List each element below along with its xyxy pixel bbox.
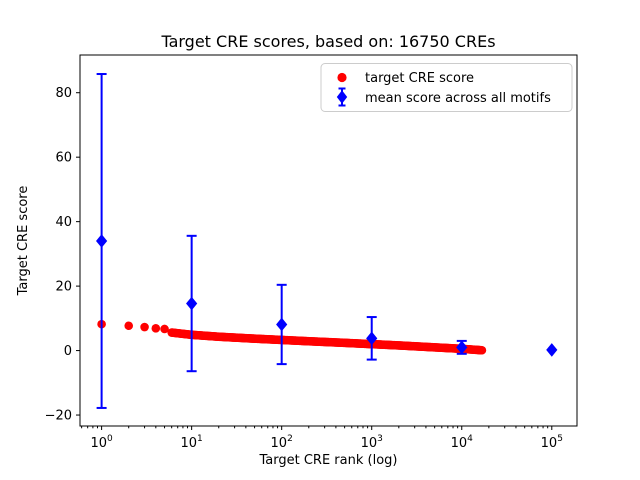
legend-mean-score-marker-icon [336,87,348,107]
x-tick-label: 103 [361,434,383,451]
x-tick-label: 104 [451,434,474,451]
mean-score-diamond [366,331,378,346]
x-tick-label: 105 [541,434,563,451]
target-score-dot [124,321,134,331]
series-mean-score-across-motifs [96,73,558,409]
x-axis-ticks: 100 101 102 103 104 105 [81,426,563,451]
target-score-dot [140,322,149,332]
y-axis-label: Target CRE score [16,186,31,297]
legend: target CRE score mean score across all m… [320,63,573,112]
x-axis-label: Target CRE rank (log) [259,453,398,468]
mean-score-diamond [186,296,198,311]
y-tick-label: 60 [55,151,72,166]
y-tick-label: −20 [45,409,72,424]
mean-score-diamond [276,317,288,332]
target-score-dot [151,324,161,333]
target-score-dot [160,324,169,334]
mean-score-diamond [96,234,108,248]
y-tick-label: 0 [64,344,72,359]
x-tick-label: 101 [181,434,203,451]
chart-title: Target CRE scores, based on: 16750 CREs [160,32,495,51]
y-tick-label: 40 [55,215,72,230]
target-score-dot [477,345,487,355]
legend-label-target-cre-score: target CRE score [365,71,474,86]
y-tick-label: 80 [55,86,72,101]
mean-score-diamond [546,343,558,357]
plot-area-border [79,54,578,427]
mean-score-diamond [456,340,468,355]
series-target-cre-score [97,319,487,355]
legend-box [320,63,573,112]
x-tick-label: 100 [90,434,113,451]
y-tick-label: 20 [55,280,72,295]
legend-target-score-marker-icon [337,72,347,83]
x-tick-label: 102 [271,434,293,451]
y-axis-ticks: −20 0 20 40 60 80 [45,86,80,424]
legend-label-mean-score: mean score across all motifs [365,91,551,106]
